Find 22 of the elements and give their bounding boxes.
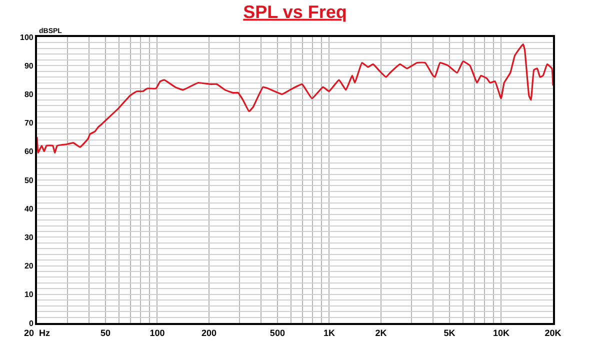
y-tick-label: 50	[24, 176, 34, 185]
x-tick-label: 20 Hz	[24, 328, 51, 338]
y-tick-label: 80	[24, 90, 34, 99]
y-tick-label: 60	[24, 147, 34, 156]
x-tick-label: 5K	[444, 328, 456, 338]
x-tick-label: 500	[270, 328, 285, 338]
y-tick-label: 70	[24, 118, 34, 128]
x-tick-label: 10K	[492, 328, 510, 338]
y-tick-label: 0	[28, 318, 34, 328]
y-tick-label: 20	[24, 262, 34, 271]
chart-title: SPL vs Freq	[243, 2, 347, 22]
x-tick-label: 100	[150, 328, 165, 338]
x-tick-label: 50	[100, 328, 110, 338]
y-tick-label: 40	[24, 204, 34, 214]
x-tick-label: 200	[201, 328, 217, 338]
y-tick-label: 10	[24, 290, 34, 300]
x-tick-label: 1K	[323, 328, 336, 338]
x-tick-label: 20K	[544, 328, 562, 338]
y-tick-label: 30	[24, 233, 34, 242]
y-tick-label: 90	[24, 61, 34, 70]
y-tick-label: 100	[20, 32, 34, 42]
x-tick-label: 2K	[375, 328, 388, 338]
